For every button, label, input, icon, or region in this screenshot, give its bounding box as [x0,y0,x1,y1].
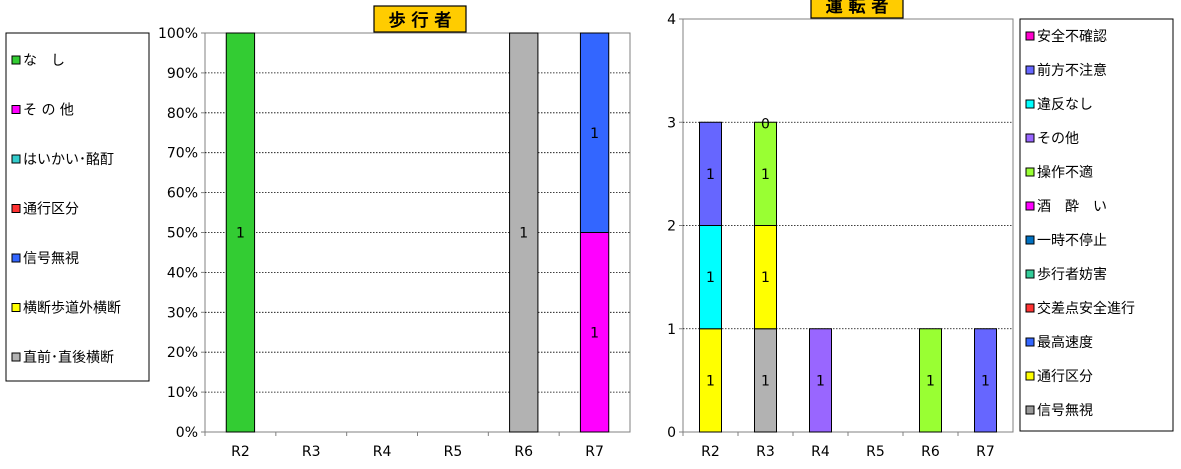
x-tick-label: R5 [866,444,885,460]
legend-label: 横断歩道外横断 [23,301,121,317]
bar-segment [509,32,539,433]
legend-swatch [1025,167,1035,177]
data-label: 1 [816,373,825,389]
y-tick-label: 30% [167,305,198,321]
legend-swatch [1025,269,1035,279]
bar-segment [699,121,722,226]
x-tick-label: R7 [976,444,995,460]
x-tick-label: R7 [585,444,604,460]
legend-swatch [11,352,21,362]
y-tick-label: 70% [167,146,198,162]
legend-swatch [1025,65,1035,75]
x-tick-label: R3 [302,444,321,460]
chart-title-box [810,0,904,19]
legend-swatch [1025,371,1035,381]
legend-swatch [1025,303,1035,313]
data-label: 1 [761,373,770,389]
y-tick-label: 10% [167,385,198,401]
y-tick-label: 20% [167,345,198,361]
x-tick-label: R4 [811,444,830,460]
legend-label: はいかい･酩酊 [23,151,114,168]
data-label: 1 [590,325,599,341]
legend-label: 交差点安全進行 [1037,300,1135,317]
legend-swatch [1025,235,1035,245]
chart-title: 歩 行 者 [389,10,452,31]
legend-box [5,32,150,382]
x-tick-label: R4 [373,444,392,460]
chart-title-box [373,5,467,33]
bar-segment [579,32,610,233]
x-tick-label: R6 [921,444,940,460]
chart-title: 運 転 者 [826,0,889,17]
y-tick-label: 1 [667,322,676,338]
x-tick-label: R3 [756,444,775,460]
legend-label: 信号無視 [23,251,79,267]
data-label: 1 [519,226,528,242]
legend-swatch [11,253,21,263]
legend-swatch [1025,133,1035,143]
legend-swatch [1025,201,1035,211]
legend-swatch [11,154,21,164]
legend-swatch [1025,337,1035,347]
legend-label: 通行区分 [23,202,79,218]
bar-segment [225,32,256,433]
y-tick-label: 80% [167,106,198,122]
data-label: 1 [761,270,770,286]
y-tick-label: 2 [667,219,676,235]
legend-swatch [1025,31,1035,41]
legend-label: 歩行者妨害 [1037,267,1107,283]
x-tick-label: R2 [701,444,720,460]
legend-label: 通行区分 [1037,369,1093,385]
legend-swatch [11,303,21,312]
legend-label: 前方不注意 [1037,62,1107,79]
bar-segment [974,328,997,433]
driver-chart: 0 1 2 3 4 R2 R3 R4 R5 R6 R7 1 1 1 1 1 1 1 1 1 0 運 転 者安全不確認前方不… [667,0,1174,460]
bar-segment [754,121,777,226]
data-label: 1 [706,270,715,286]
legend-label: 信号無視 [1037,403,1093,419]
y-tick-label: 0 [667,425,676,441]
bar-segment [809,328,832,433]
data-label: 1 [706,373,715,389]
legend-swatch [1025,405,1035,415]
y-tick-label: 100% [158,26,198,42]
legend-swatch [1025,99,1035,109]
legend-swatch [11,204,21,213]
data-label: 1 [761,167,770,183]
legend-swatch [11,105,21,114]
legend-label: 安全不確認 [1037,28,1107,45]
legend-swatch [11,55,21,65]
y-tick-label: 90% [167,66,198,82]
data-label: 1 [236,226,245,242]
bar-segment [919,328,942,433]
data-label: 1 [590,126,599,142]
data-label: 1 [981,373,990,389]
legend-label: そ の 他 [23,103,74,119]
pedestrian-chart: 0% 10% 20% 30% 40% 50% 60% 70% 80% 90% 100% R2 R3 R4 R… [5,5,631,460]
y-tick-label: 40% [167,265,198,281]
legend-label: 違反なし [1037,97,1093,113]
y-tick-label: 3 [667,115,676,131]
legend-label: その他 [1037,131,1079,147]
x-tick-label: R2 [231,444,250,460]
data-label: 1 [706,167,715,183]
y-tick-label: 0% [176,425,198,441]
legend-label: 一時不停止 [1037,232,1107,249]
legend-label: 最高速度 [1037,334,1093,351]
x-tick-label: R6 [514,444,533,460]
legend-label: 酒 酔 い [1037,199,1107,215]
bar-segment [579,232,610,433]
legend-label: な し [23,53,65,69]
y-tick-label: 4 [667,12,676,28]
data-label: 1 [926,373,935,389]
y-tick-label: 60% [167,186,198,202]
legend-label: 操作不適 [1037,164,1093,181]
legend-label: 直前･直後横断 [23,349,114,366]
y-tick-label: 50% [167,226,198,242]
legend-box [1019,18,1174,432]
x-tick-label: R5 [444,444,463,460]
data-label-annotation: 0 [761,116,770,132]
